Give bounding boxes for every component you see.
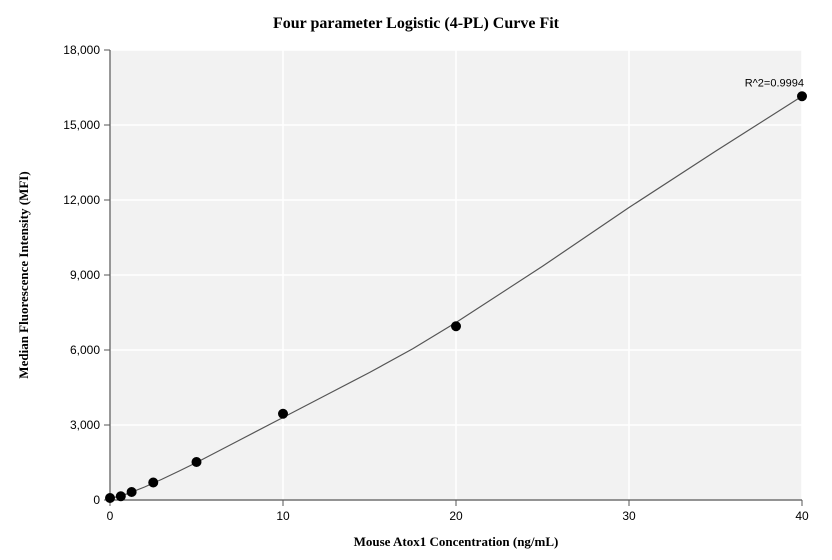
y-tick-label: 6,000 — [70, 343, 100, 357]
x-axis-label: Mouse Atox1 Concentration (ng/mL) — [354, 534, 559, 549]
y-tick-label: 9,000 — [70, 268, 100, 282]
data-point — [797, 91, 807, 101]
chart-container: 0 10 20 30 40 0 3,000 6,000 9,000 12,000 15,000 18,… — [0, 0, 832, 560]
data-point — [105, 493, 115, 503]
x-tick-label: 40 — [795, 509, 809, 523]
x-tick-label: 20 — [449, 509, 463, 523]
y-tick-label: 3,000 — [70, 418, 100, 432]
data-point — [116, 491, 126, 501]
y-tick-label: 12,000 — [63, 193, 100, 207]
x-tick-label: 30 — [622, 509, 636, 523]
data-point — [192, 457, 202, 467]
chart-svg: 0 10 20 30 40 0 3,000 6,000 9,000 12,000 15,000 18,… — [0, 0, 832, 560]
y-tick-label: 0 — [93, 493, 100, 507]
data-point — [278, 409, 288, 419]
data-point — [451, 321, 461, 331]
chart-title: Four parameter Logistic (4-PL) Curve Fit — [273, 15, 560, 32]
data-point — [148, 478, 158, 488]
r-squared-annotation: R^2=0.9994 — [745, 77, 804, 89]
y-tick-label: 15,000 — [63, 118, 100, 132]
data-point — [127, 487, 137, 497]
x-tick-label: 10 — [276, 509, 290, 523]
y-axis-label: Median Fluorescence Intensity (MFI) — [16, 171, 31, 378]
y-tick-label: 18,000 — [63, 43, 100, 57]
x-tick-label: 0 — [107, 509, 114, 523]
